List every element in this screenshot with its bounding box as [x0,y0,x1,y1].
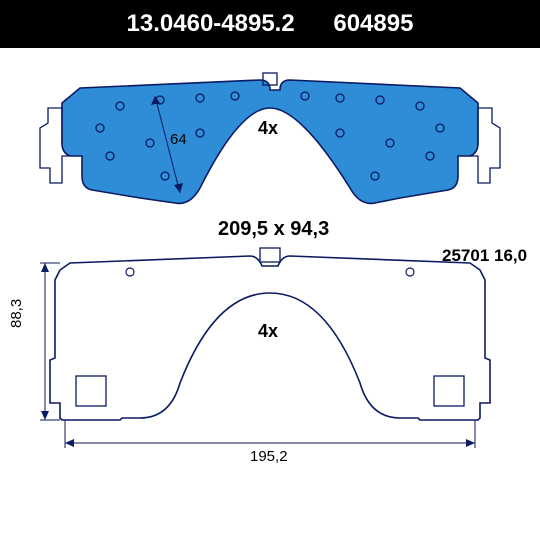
diagram-area: 4x 64 209,5 x 94,3 4x 88,3 195,2 25701 1… [0,48,540,528]
bottom-width: 195,2 [250,448,288,465]
bottom-qty: 4x [258,321,278,342]
part-number: 13.0460-4895.2 [127,10,295,37]
bottom-pad [40,248,490,448]
bottom-height: 88,3 [8,299,25,328]
top-qty: 4x [258,118,278,139]
part-code: 604895 [333,10,413,37]
side-label: 25701 16,0 [442,246,527,266]
top-dim: 209,5 x 94,3 [218,218,329,241]
header-bar: 13.0460-4895.2 604895 [0,0,540,48]
top-height: 64 [170,131,187,148]
